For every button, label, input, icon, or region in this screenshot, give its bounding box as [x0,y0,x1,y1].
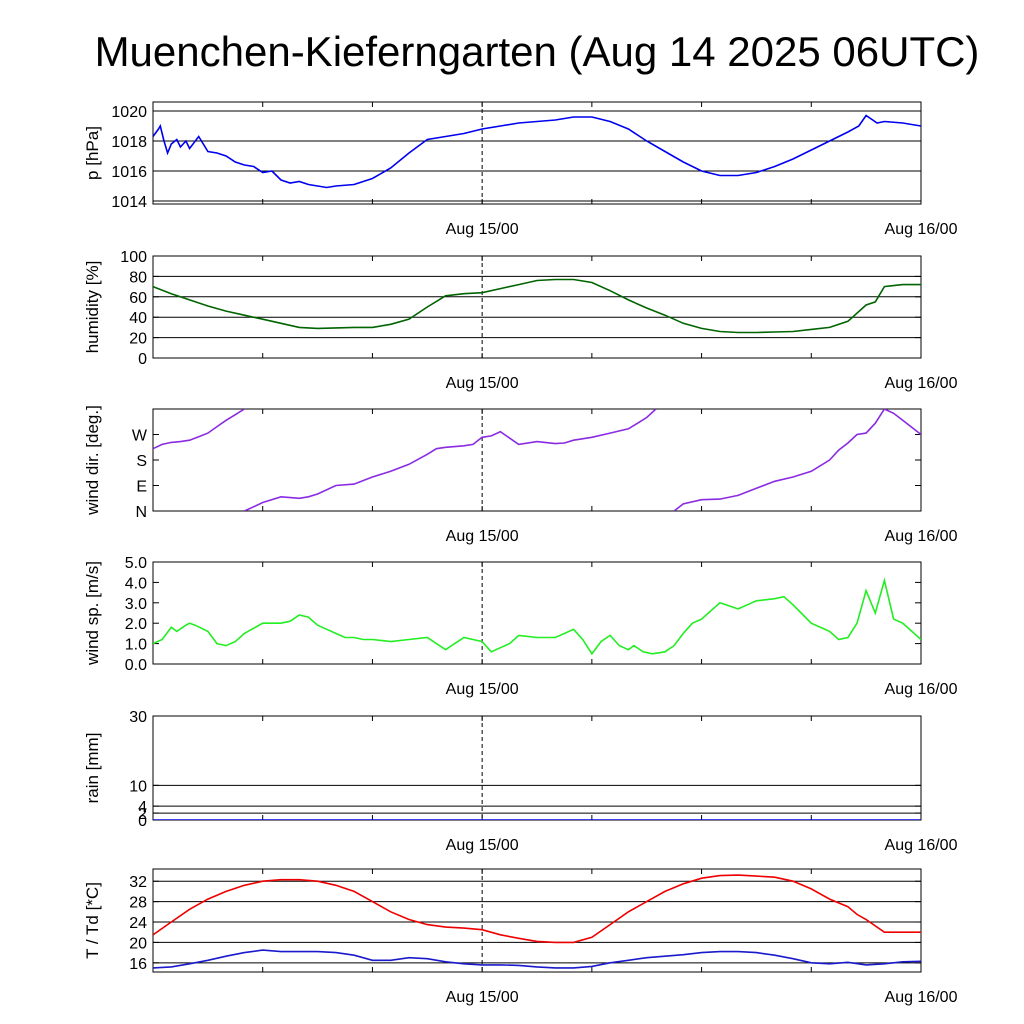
series-line [153,278,921,334]
panel-wind_speed: 0.0 1.0 2.0 3.0 4.0 5.0 wind sp. [m/s] Aug 15/0… [83,555,958,698]
series-line [673,409,921,511]
y-tick-label: 4.0 [125,575,147,592]
y-tick-label: 5.0 [125,555,147,572]
y-tick-label: E [136,479,147,496]
chart-title: Muenchen-Kieferngarten (Aug 14 2025 06UT… [95,28,980,75]
y-tick-label: 24 [129,915,147,932]
x-tick-label: Aug 15/00 [446,221,519,238]
y-tick-label: 1020 [111,104,147,121]
y-tick-label: 1018 [111,134,147,151]
plot-frame [152,715,922,821]
series-line [153,577,921,656]
y-tick-label: 1.0 [125,637,147,654]
y-tick-label: 2.0 [125,616,147,633]
series-line [244,409,657,511]
y-tick-label: 3.0 [125,596,147,613]
y-tick-label: 40 [129,310,147,327]
y-axis-label: rain [mm] [83,733,102,804]
y-tick-label: 80 [129,269,147,286]
x-tick-label: Aug 15/00 [446,528,519,545]
plot-frame [152,255,922,359]
x-tick-label: Aug 16/00 [885,528,958,545]
y-tick-label: 20 [129,935,147,952]
panel-temperature: 16 20 24 28 32 T / Td [*C] Aug 15/00 Aug 16/00 [83,868,958,1006]
y-axis-label: p [hPa] [83,126,102,180]
panel-rain: 024 10 30 rain [mm] Aug 15/00 Aug 16/00 [83,709,958,854]
plot-frame [152,408,922,512]
y-tick-label: 0 [138,351,147,368]
y-tick-label: 60 [129,290,147,307]
series-line [153,409,245,450]
x-tick-label: Aug 16/00 [885,989,958,1006]
y-tick-label: W [132,428,148,445]
plot-frame [152,561,922,665]
panel-humidity: 0 20 40 60 80 100 humidity [%] Aug 15/00 Aug 16/… [83,249,958,392]
x-tick-label: Aug 16/00 [885,837,958,854]
y-tick-label: 20 [129,331,147,348]
y-tick-label: 16 [129,956,147,973]
y-tick-label: 32 [129,874,147,891]
y-tick-label: S [136,453,147,470]
series-line [153,874,921,944]
y-axis-label: wind sp. [m/s] [83,561,102,666]
y-tick-label: 4 [138,799,147,816]
y-axis-label: wind dir. [deg.] [83,405,102,516]
x-tick-label: Aug 15/00 [446,681,519,698]
y-tick-label: 100 [120,249,147,266]
y-tick-label: N [135,504,147,521]
y-tick-label: 0.0 [125,657,147,674]
y-tick-label: 10 [129,778,147,795]
x-tick-label: Aug 15/00 [446,375,519,392]
y-axis-label: T / Td [*C] [83,882,102,959]
y-tick-label: 28 [129,895,147,912]
x-tick-label: Aug 16/00 [885,221,958,238]
plot-frame [152,868,922,973]
panel-pressure: 1014 1016 1018 1020 p [hPa] Aug 15/00 Aug 16/0… [83,101,958,238]
y-tick-label: 1014 [111,194,147,211]
series-line [153,949,921,969]
x-tick-label: Aug 16/00 [885,681,958,698]
y-tick-label: 1016 [111,164,147,181]
x-tick-label: Aug 15/00 [446,837,519,854]
x-tick-label: Aug 15/00 [446,989,519,1006]
x-tick-label: Aug 16/00 [885,375,958,392]
y-tick-label: 0 [138,813,147,830]
series-line [153,114,921,189]
plot-frame [152,101,922,205]
y-tick-label: 2 [138,806,147,823]
y-tick-label: 30 [129,709,147,726]
y-axis-label: humidity [%] [83,261,102,354]
